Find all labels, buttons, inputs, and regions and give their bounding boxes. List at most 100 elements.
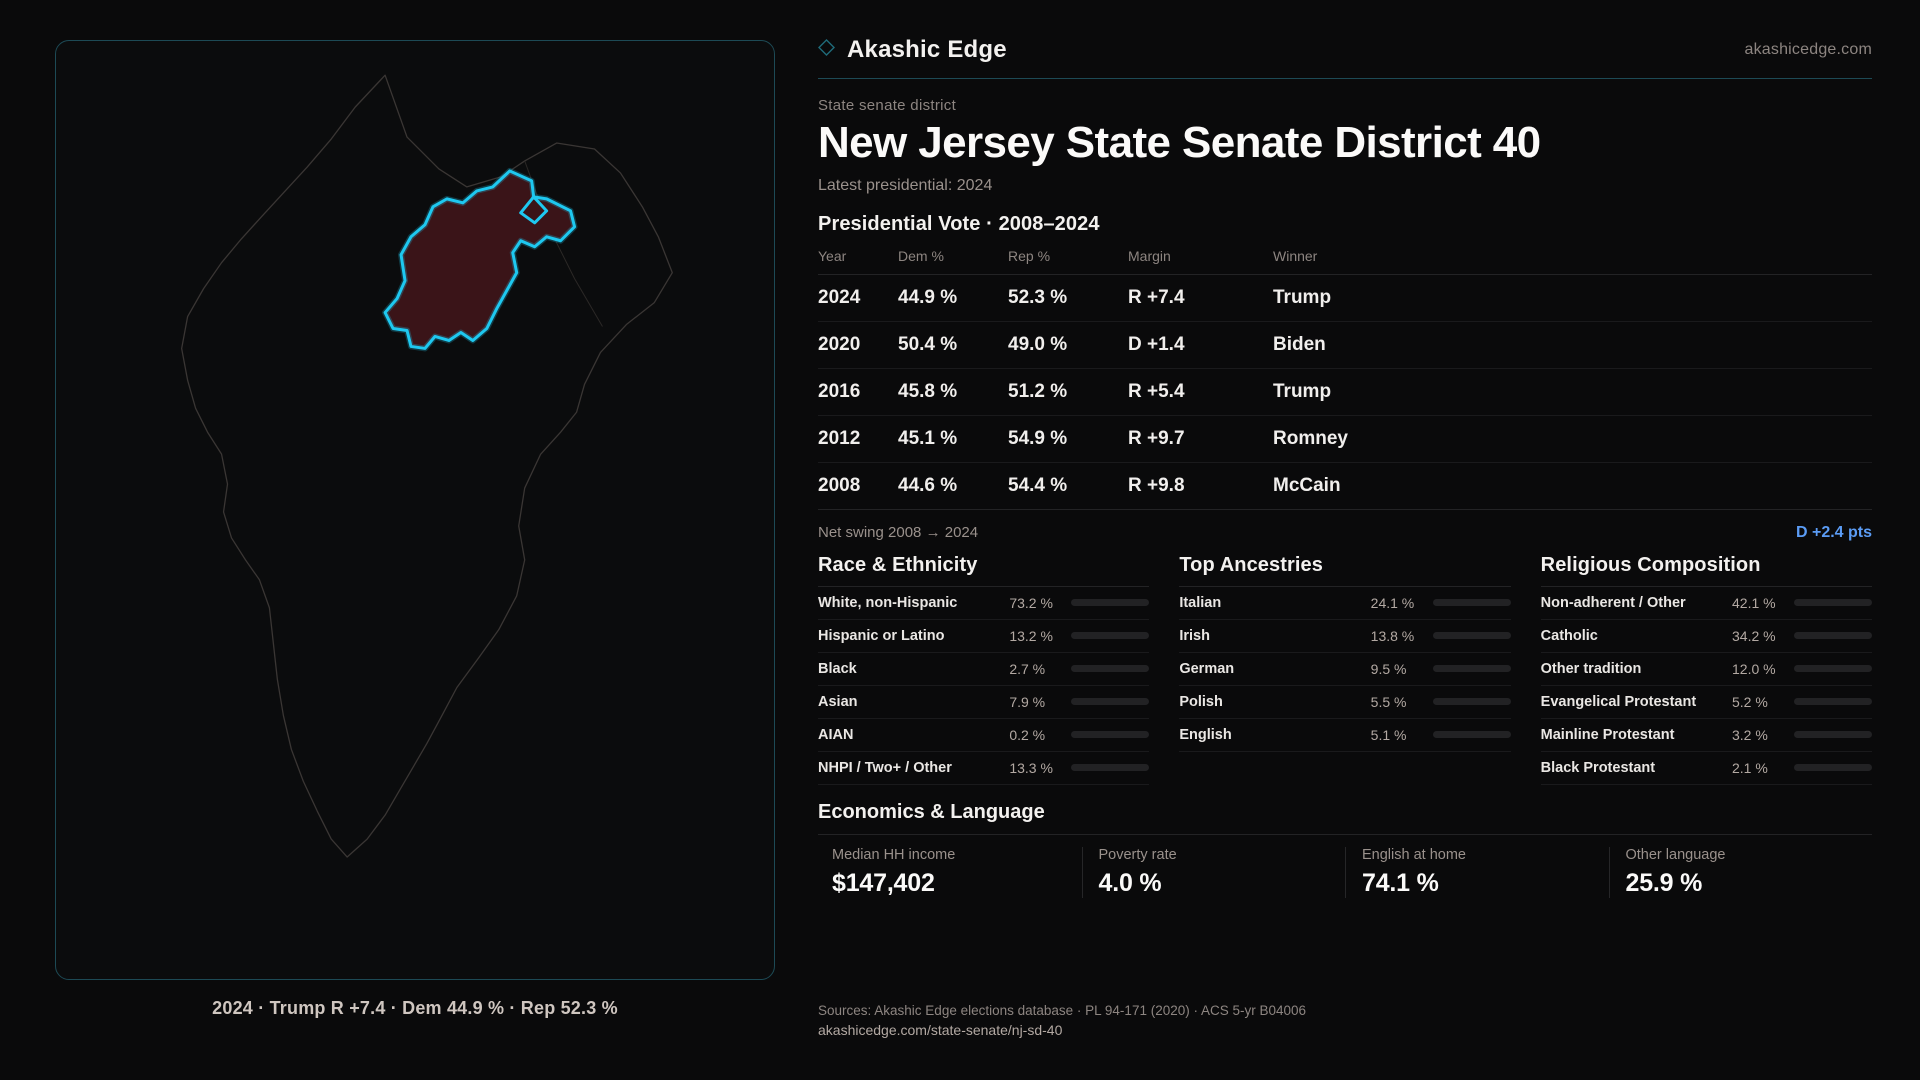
latest-presidential-line: Latest presidential: 2024: [818, 176, 993, 194]
demographic-label: Irish: [1179, 627, 1210, 644]
net-swing-value: D +2.4 pts: [1795, 523, 1872, 541]
cell-margin: R +9.8: [1128, 462, 1273, 510]
demographic-label: White, non-Hispanic: [818, 594, 958, 611]
table-row: 2024 44.9 % 52.3 % R +7.4 Trump: [818, 274, 1872, 322]
diamond-icon: [818, 39, 835, 61]
vote-table-body: 2024 44.9 % 52.3 % R +7.4 Trump 2020 50.4 % 49.…: [818, 274, 1872, 510]
demographic-row: Black 2.7 %: [818, 653, 1150, 686]
demographic-value: 13.2 %: [1009, 627, 1053, 644]
cell-margin: R +5.4: [1128, 368, 1273, 416]
economics-stat-value: 74.1 %: [1362, 868, 1439, 897]
demographic-bar-track: [1794, 632, 1872, 640]
demographic-bar-track: [1794, 764, 1872, 772]
economics-stat-label: English at home: [1362, 846, 1466, 863]
cell-year: 2016: [818, 368, 898, 416]
economics-grid: Median HH income $147,402 Poverty rate 4.0 …: [818, 846, 1873, 898]
demographic-value: 2.7 %: [1009, 660, 1046, 677]
demographic-value: 7.9 %: [1009, 693, 1046, 710]
cell-winner: Biden: [1273, 321, 1872, 369]
demographic-row: White, non-Hispanic 73.2 %: [818, 587, 1150, 620]
brand-bar: Akashic Edge akashicedge.com: [818, 36, 1872, 79]
table-row: 2012 45.1 % 54.9 % R +9.7 Romney: [818, 415, 1872, 463]
demographic-bar-track: [1432, 731, 1511, 739]
demographic-row: Italian 24.1 %: [1179, 587, 1511, 620]
column-header-year: Year: [818, 247, 898, 275]
table-header-row: Year Dem % Rep % Margin Winner: [818, 247, 1872, 275]
demographic-value: 42.1 %: [1732, 594, 1776, 611]
demographic-bar-track: [1071, 698, 1150, 706]
state-inner-line: [524, 160, 603, 327]
footer-sources: Sources: Akashic Edge elections database…: [818, 1002, 1307, 1018]
demographic-row: Other tradition 12.0 %: [1540, 653, 1872, 686]
demographic-row: English 5.1 %: [1179, 719, 1511, 752]
demographic-bar-track: [1794, 698, 1872, 706]
demographic-bar-track: [1794, 665, 1872, 673]
demographic-value: 12.0 %: [1732, 660, 1776, 677]
economics-stat: English at home 74.1 %: [1345, 846, 1609, 898]
demographics-grid: Race & Ethnicity White, non-Hispanic 73.2 …: [818, 554, 1872, 785]
demographic-bar-track: [1432, 632, 1511, 640]
cell-rep-pct: 49.0 %: [1008, 321, 1128, 369]
demographic-row: NHPI / Two+ / Other 13.3 %: [818, 752, 1150, 785]
cell-rep-pct: 54.9 %: [1008, 415, 1128, 463]
district-40-stroke: [383, 169, 577, 350]
cell-rep-pct: 54.4 %: [1008, 462, 1128, 510]
district-40-notch: [519, 195, 549, 225]
cell-winner: Trump: [1273, 368, 1872, 416]
demographic-column-title: Religious Composition: [1540, 554, 1872, 587]
demographic-label: Mainline Protestant: [1540, 726, 1675, 743]
demographic-bar-track: [1071, 632, 1150, 640]
economics-stat-value: 25.9 %: [1625, 868, 1703, 897]
demographic-column: Religious Composition Non-adherent / Othe…: [1540, 554, 1872, 785]
economics-stat: Other language 25.9 %: [1608, 846, 1873, 898]
demographic-label: Polish: [1179, 693, 1223, 710]
demographic-row: Evangelical Protestant 5.2 %: [1540, 686, 1872, 719]
demographic-row: Mainline Protestant 3.2 %: [1540, 719, 1872, 752]
new-jersey-map: [181, 74, 673, 858]
demographic-row: Hispanic or Latino 13.2 %: [818, 620, 1150, 653]
column-header-margin: Margin: [1128, 247, 1273, 275]
demographic-row: AIAN 0.2 %: [818, 719, 1150, 752]
cell-rep-pct: 51.2 %: [1008, 368, 1128, 416]
cell-winner: McCain: [1273, 462, 1872, 510]
cell-year: 2024: [818, 274, 898, 322]
demographic-label: German: [1179, 660, 1235, 677]
district-40-shape[interactable]: [382, 167, 578, 352]
demographic-row: German 9.5 %: [1179, 653, 1511, 686]
economics-stat-label: Poverty rate: [1098, 846, 1177, 863]
demographic-row: Catholic 34.2 %: [1540, 620, 1872, 653]
brand-group: Akashic Edge: [818, 36, 1007, 64]
footer: Sources: Akashic Edge elections database…: [818, 1000, 1306, 1038]
map-caption: 2024 · Trump R +7.4 · Dem 44.9 % · Rep 5…: [212, 998, 618, 1018]
demographic-bar-track: [1071, 764, 1150, 772]
footer-url[interactable]: akashicedge.com/state-senate/nj-sd-40: [818, 1022, 1063, 1038]
demographic-label: Other tradition: [1540, 660, 1642, 677]
economics-stat: Poverty rate 4.0 %: [1081, 846, 1346, 898]
brand-site-url: akashicedge.com: [1744, 41, 1872, 58]
cell-dem-pct: 45.8 %: [898, 368, 1008, 416]
cell-margin: R +7.4: [1128, 274, 1273, 322]
economics-stat-label: Other language: [1625, 846, 1726, 863]
demographic-value: 24.1 %: [1370, 594, 1415, 611]
economics-heading: Economics & Language: [818, 801, 1872, 835]
cell-margin: D +1.4: [1128, 321, 1273, 369]
economics-stat: Median HH income $147,402: [818, 847, 1082, 898]
table-row: 2020 50.4 % 49.0 % D +1.4 Biden: [818, 321, 1872, 369]
column-header-dem: Dem %: [898, 247, 1008, 275]
demographic-label: Catholic: [1540, 627, 1598, 644]
demographic-column-title: Race & Ethnicity: [818, 554, 1150, 587]
demographic-row: Asian 7.9 %: [818, 686, 1150, 719]
content-column: Akashic Edge akashicedge.com State senat…: [800, 0, 1920, 1080]
cell-year: 2008: [818, 462, 898, 510]
cell-dem-pct: 44.9 %: [898, 274, 1008, 322]
demographic-bar-track: [1071, 665, 1150, 673]
net-swing-row: Net swing 2008 → 2024 D +2.4 pts: [818, 524, 1872, 542]
demographic-value: 13.3 %: [1009, 759, 1053, 776]
demographic-value: 3.2 %: [1732, 726, 1768, 743]
demographic-bar-track: [1432, 665, 1511, 673]
map-panel[interactable]: [55, 40, 775, 980]
table-row: 2008 44.6 % 54.4 % R +9.8 McCain: [818, 462, 1872, 510]
demographic-label: Asian: [818, 693, 858, 710]
demographic-row: Irish 13.8 %: [1179, 620, 1511, 653]
demographic-bar-track: [1432, 698, 1511, 706]
